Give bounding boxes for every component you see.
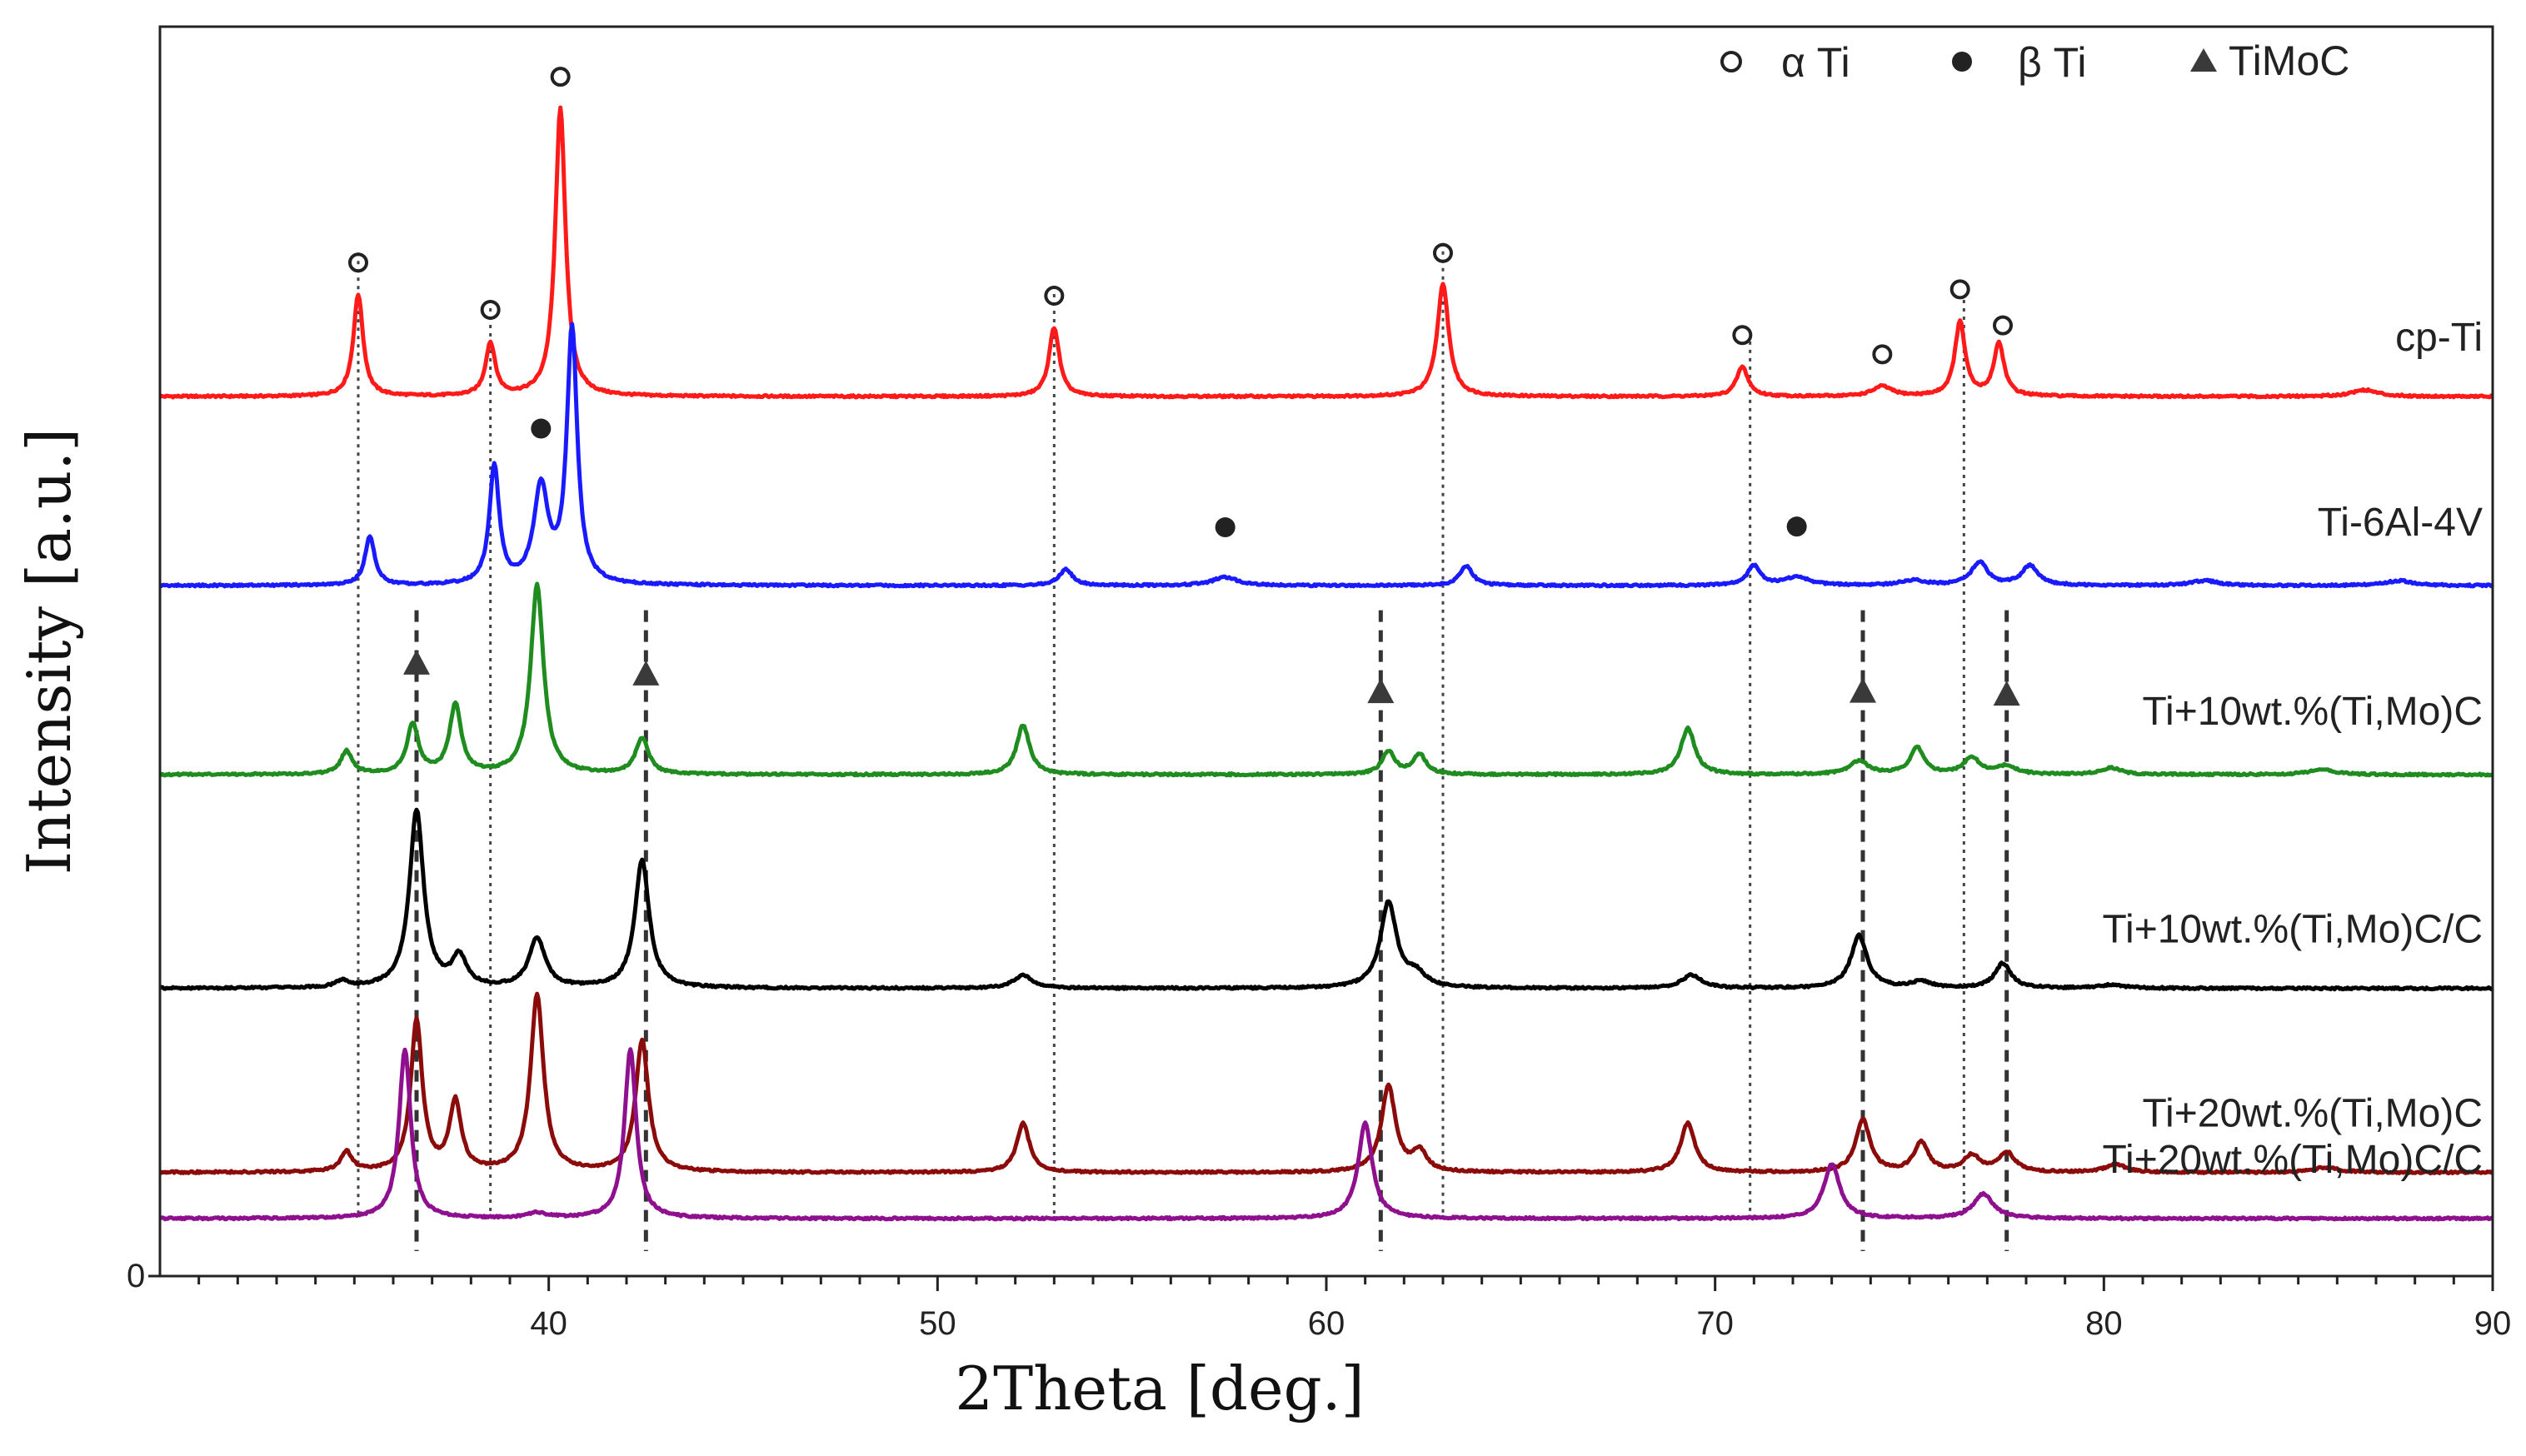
y-axis-zero-label: 0 — [127, 1258, 145, 1294]
x-tick-label: 50 — [919, 1305, 956, 1342]
alpha-ti-marker — [1949, 279, 1970, 300]
series-line-cp-ti — [158, 105, 2494, 400]
alpha-ti-marker — [550, 67, 571, 87]
series-line-ti-20wt-ti-mo-c-c — [159, 1047, 2494, 1222]
series-line-ti-10wt-ti-mo-c-c — [158, 807, 2494, 992]
timoc-marker — [1367, 678, 1395, 704]
reference-lines — [357, 242, 2009, 1251]
peak-markers — [348, 67, 2020, 706]
legend: α Ti β Ti TiMoC — [1720, 37, 2349, 86]
series-label-ti-20wt-ti-mo-c-c: Ti+20wt.%(Ti,Mo)C/C — [2103, 1138, 2484, 1182]
y-axis-title: Intensity [a.u.] — [14, 428, 84, 875]
x-tick-label: 70 — [1696, 1305, 1734, 1342]
legend-beta-ti-marker — [1952, 52, 1972, 72]
beta-ti-marker — [1786, 516, 1807, 537]
timoc-marker — [632, 660, 660, 686]
timoc-marker — [1993, 681, 2020, 706]
legend-beta-ti-label: β Ti — [2018, 39, 2086, 86]
legend-timoc-label: TiMoC — [2229, 37, 2349, 84]
alpha-ti-marker — [1732, 325, 1753, 346]
series-labels: cp-Ti Ti-6Al-4V Ti+10wt.%(Ti,Mo)C Ti+10wt.%… — [2103, 316, 2484, 1182]
series-label-ti-20wt-ti-mo-c: Ti+20wt.%(Ti,Mo)C — [2143, 1092, 2484, 1136]
timoc-marker — [1850, 677, 1876, 703]
beta-ti-marker — [531, 418, 552, 439]
series-line-ti-6al-4v — [158, 322, 2494, 589]
alpha-ti-marker — [1993, 315, 2013, 336]
x-tick-label: 40 — [530, 1305, 567, 1342]
series-line-ti-10wt-ti-mo-c — [159, 581, 2494, 778]
alpha-ti-marker — [1872, 344, 1893, 365]
alpha-ti-marker — [1044, 286, 1065, 307]
legend-alpha-ti-marker — [1720, 51, 1742, 72]
x-tick-label: 60 — [1308, 1305, 1345, 1342]
legend-alpha-ti-label: α Ti — [1781, 39, 1850, 86]
series-label-cp-ti: cp-Ti — [2395, 316, 2483, 360]
legend-timoc-marker — [2190, 48, 2217, 72]
series-layer — [158, 105, 2494, 1222]
x-axis-title: 2Theta [deg.] — [955, 1354, 1364, 1424]
beta-ti-marker — [1215, 517, 1236, 538]
x-tick-label: 90 — [2474, 1305, 2512, 1342]
series-line-ti-20wt-ti-mo-c — [158, 991, 2494, 1176]
x-tick-label: 80 — [2085, 1305, 2123, 1342]
series-label-ti-6al-4v: Ti-6Al-4V — [2318, 501, 2483, 545]
series-label-ti-10wt-ti-mo-c-c: Ti+10wt.%(Ti,Mo)C/C — [2103, 908, 2484, 952]
alpha-ti-marker — [348, 252, 368, 273]
x-ticks: 40 50 60 70 80 90 — [148, 1274, 2512, 1342]
alpha-ti-marker — [480, 299, 501, 320]
alpha-ti-marker — [1433, 242, 1453, 263]
series-label-ti-10wt-ti-mo-c: Ti+10wt.%(Ti,Mo)C — [2143, 690, 2484, 734]
timoc-marker — [403, 649, 430, 675]
